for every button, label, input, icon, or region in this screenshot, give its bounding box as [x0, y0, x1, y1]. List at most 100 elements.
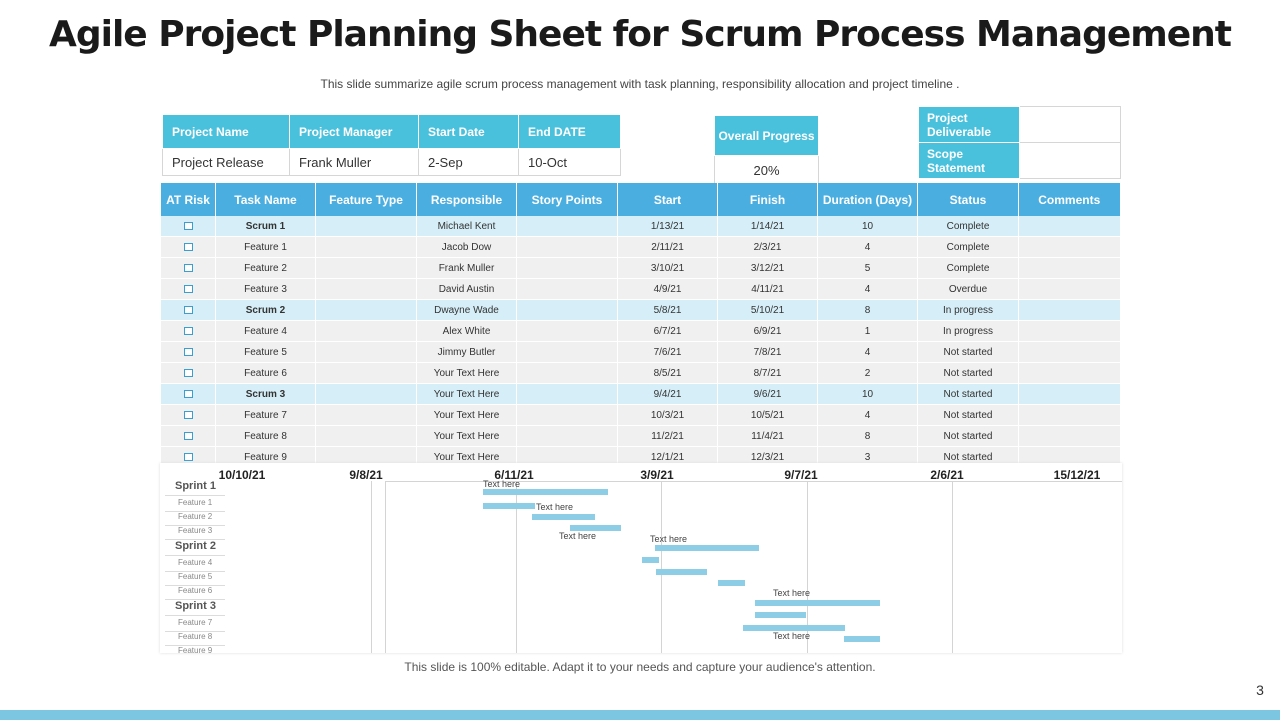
status-cell[interactable]: In progress	[917, 320, 1019, 342]
checkbox-icon[interactable]	[183, 452, 193, 461]
at-risk-checkbox[interactable]	[160, 278, 216, 300]
task-name-cell[interactable]: Scrum 2	[215, 299, 316, 321]
finish-cell[interactable]: 6/9/21	[717, 320, 818, 342]
start-cell[interactable]: 3/10/21	[617, 257, 718, 279]
value-start-date[interactable]: 2-Sep	[418, 148, 519, 176]
responsible-cell[interactable]: Your Text Here	[416, 383, 517, 405]
responsible-cell[interactable]: Jimmy Butler	[416, 341, 517, 363]
feature-type-cell[interactable]	[315, 341, 417, 363]
task-name-cell[interactable]: Feature 3	[215, 278, 316, 300]
start-cell[interactable]: 8/5/21	[617, 362, 718, 384]
story-points-cell[interactable]	[516, 383, 618, 405]
start-cell[interactable]: 12/1/21	[617, 446, 718, 468]
at-risk-checkbox[interactable]	[160, 362, 216, 384]
story-points-cell[interactable]	[516, 299, 618, 321]
gantt-annotation[interactable]: Text here	[650, 534, 688, 544]
feature-type-cell[interactable]	[315, 299, 417, 321]
duration-cell[interactable]: 8	[817, 299, 918, 321]
comments-cell[interactable]	[1018, 383, 1120, 405]
at-risk-checkbox[interactable]	[160, 425, 216, 447]
checkbox-icon[interactable]	[183, 305, 193, 314]
project-deliverable-value[interactable]	[1019, 106, 1121, 143]
at-risk-checkbox[interactable]	[160, 341, 216, 363]
status-cell[interactable]: Overdue	[917, 278, 1019, 300]
status-cell[interactable]: Not started	[917, 446, 1019, 468]
feature-type-cell[interactable]	[315, 320, 417, 342]
checkbox-icon[interactable]	[183, 284, 193, 293]
duration-cell[interactable]: 2	[817, 362, 918, 384]
finish-cell[interactable]: 3/12/21	[717, 257, 818, 279]
gantt-task-bar[interactable]	[655, 545, 759, 551]
at-risk-checkbox[interactable]	[160, 404, 216, 426]
gantt-task-bar[interactable]	[755, 612, 806, 618]
start-cell[interactable]: 5/8/21	[617, 299, 718, 321]
task-name-cell[interactable]: Feature 7	[215, 404, 316, 426]
story-points-cell[interactable]	[516, 320, 618, 342]
responsible-cell[interactable]: David Austin	[416, 278, 517, 300]
finish-cell[interactable]: 12/3/21	[717, 446, 818, 468]
story-points-cell[interactable]	[516, 362, 618, 384]
start-cell[interactable]: 11/2/21	[617, 425, 718, 447]
checkbox-icon[interactable]	[183, 389, 193, 398]
checkbox-icon[interactable]	[183, 431, 193, 440]
story-points-cell[interactable]	[516, 236, 618, 258]
feature-type-cell[interactable]	[315, 404, 417, 426]
finish-cell[interactable]: 10/5/21	[717, 404, 818, 426]
finish-cell[interactable]: 11/4/21	[717, 425, 818, 447]
responsible-cell[interactable]: Your Text Here	[416, 404, 517, 426]
duration-cell[interactable]: 8	[817, 425, 918, 447]
duration-cell[interactable]: 4	[817, 341, 918, 363]
checkbox-icon[interactable]	[183, 263, 193, 272]
story-points-cell[interactable]	[516, 341, 618, 363]
checkbox-icon[interactable]	[183, 410, 193, 419]
duration-cell[interactable]: 5	[817, 257, 918, 279]
comments-cell[interactable]	[1018, 446, 1120, 468]
responsible-cell[interactable]: Michael Kent	[416, 216, 517, 237]
story-points-cell[interactable]	[516, 404, 618, 426]
checkbox-icon[interactable]	[183, 326, 193, 335]
comments-cell[interactable]	[1018, 299, 1120, 321]
at-risk-checkbox[interactable]	[160, 299, 216, 321]
comments-cell[interactable]	[1018, 236, 1120, 258]
gantt-task-bar[interactable]	[532, 514, 595, 520]
feature-type-cell[interactable]	[315, 383, 417, 405]
at-risk-checkbox[interactable]	[160, 383, 216, 405]
task-name-cell[interactable]: Feature 4	[215, 320, 316, 342]
duration-cell[interactable]: 4	[817, 278, 918, 300]
story-points-cell[interactable]	[516, 216, 618, 237]
finish-cell[interactable]: 5/10/21	[717, 299, 818, 321]
feature-type-cell[interactable]	[315, 278, 417, 300]
feature-type-cell[interactable]	[315, 362, 417, 384]
story-points-cell[interactable]	[516, 257, 618, 279]
gantt-task-bar[interactable]	[755, 600, 880, 606]
gantt-task-bar[interactable]	[483, 503, 535, 509]
gantt-task-bar[interactable]	[570, 525, 621, 531]
at-risk-checkbox[interactable]	[160, 236, 216, 258]
checkbox-icon[interactable]	[183, 347, 193, 356]
responsible-cell[interactable]: Jacob Dow	[416, 236, 517, 258]
finish-cell[interactable]: 1/14/21	[717, 216, 818, 237]
feature-type-cell[interactable]	[315, 216, 417, 237]
start-cell[interactable]: 9/4/21	[617, 383, 718, 405]
task-name-cell[interactable]: Scrum 1	[215, 216, 316, 237]
finish-cell[interactable]: 4/11/21	[717, 278, 818, 300]
finish-cell[interactable]: 9/6/21	[717, 383, 818, 405]
start-cell[interactable]: 1/13/21	[617, 216, 718, 237]
at-risk-checkbox[interactable]	[160, 320, 216, 342]
task-name-cell[interactable]: Scrum 3	[215, 383, 316, 405]
status-cell[interactable]: Not started	[917, 362, 1019, 384]
comments-cell[interactable]	[1018, 257, 1120, 279]
task-name-cell[interactable]: Feature 8	[215, 425, 316, 447]
duration-cell[interactable]: 4	[817, 404, 918, 426]
finish-cell[interactable]: 7/8/21	[717, 341, 818, 363]
gantt-annotation[interactable]: Text here	[773, 588, 811, 598]
story-points-cell[interactable]	[516, 278, 618, 300]
checkbox-icon[interactable]	[183, 221, 193, 230]
comments-cell[interactable]	[1018, 216, 1120, 237]
overall-progress-value[interactable]: 20%	[714, 155, 819, 185]
finish-cell[interactable]: 2/3/21	[717, 236, 818, 258]
gantt-annotation[interactable]: Text here	[483, 479, 521, 489]
responsible-cell[interactable]: Your Text Here	[416, 446, 517, 468]
gantt-task-bar[interactable]	[743, 625, 845, 631]
task-name-cell[interactable]: Feature 9	[215, 446, 316, 468]
